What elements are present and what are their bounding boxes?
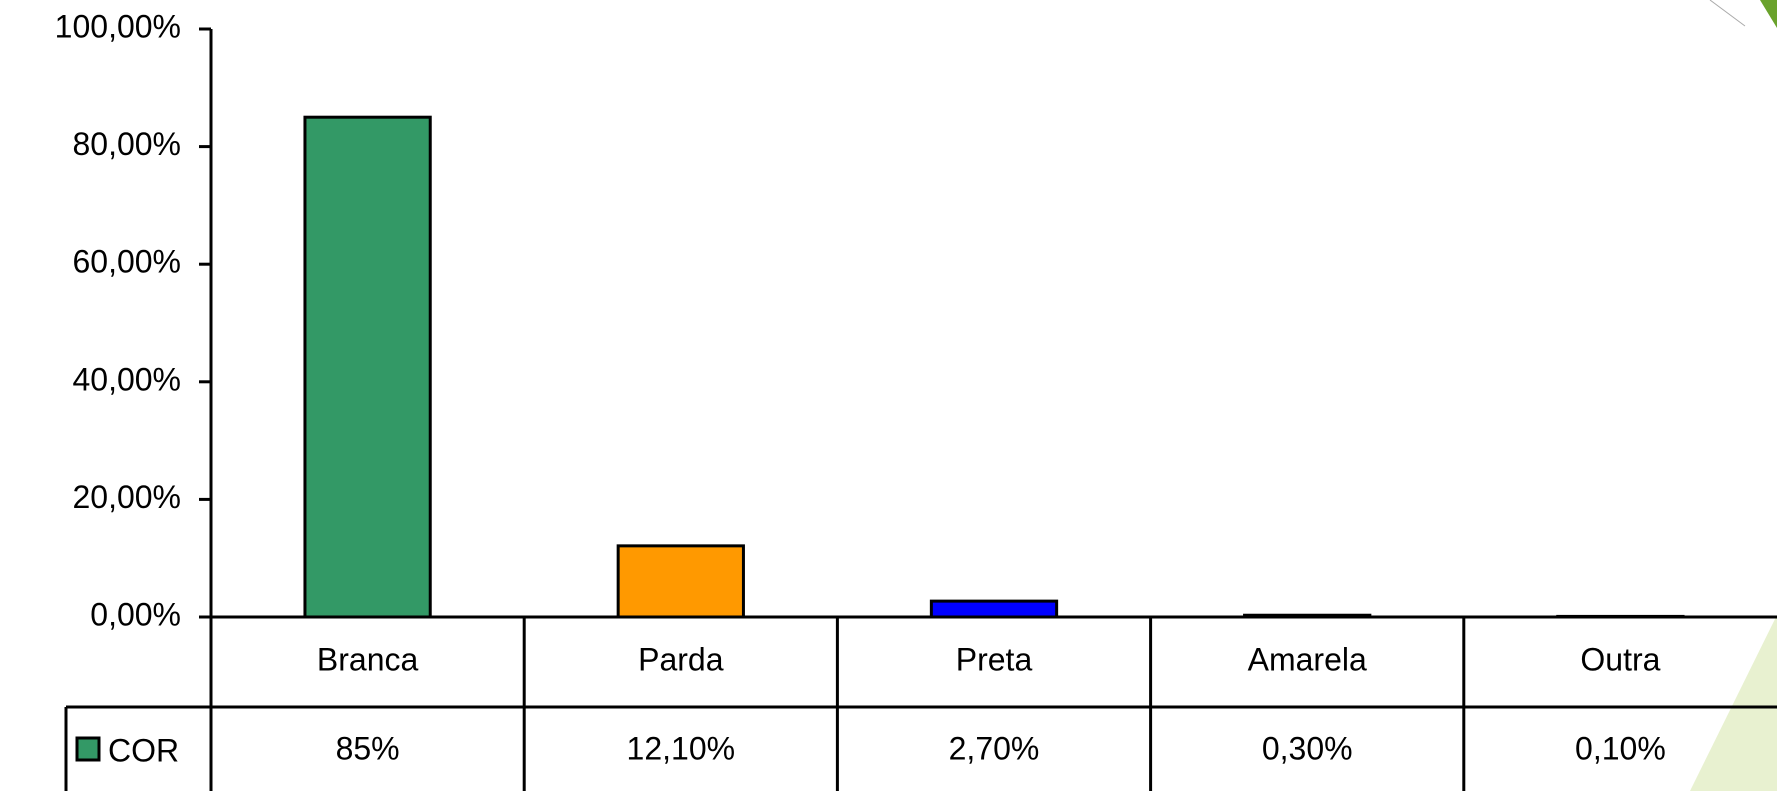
x-tick-label: Outra: [1580, 641, 1660, 677]
legend-label: COR: [108, 732, 179, 768]
y-tick-label: 20,00%: [72, 479, 181, 515]
value-label: 85%: [336, 730, 400, 766]
value-label: 12,10%: [627, 730, 736, 766]
value-label: 0,10%: [1575, 730, 1666, 766]
x-tick-label: Preta: [956, 641, 1033, 677]
bar: [303, 115, 432, 619]
y-tick-label: 0,00%: [90, 596, 181, 632]
decoration: [1760, 0, 1777, 28]
value-label: 2,70%: [949, 730, 1040, 766]
x-tick-label: Parda: [638, 641, 724, 677]
bar: [929, 599, 1059, 619]
bar: [616, 544, 745, 619]
decoration: [1690, 615, 1777, 791]
legend-swatch: [75, 736, 101, 762]
y-tick-label: 100,00%: [55, 8, 181, 44]
x-tick-label: Branca: [317, 641, 419, 677]
y-tick-label: 80,00%: [72, 126, 181, 162]
x-tick-label: Amarela: [1248, 641, 1367, 677]
value-label: 0,30%: [1262, 730, 1353, 766]
y-tick-label: 40,00%: [72, 361, 181, 397]
decoration: [1709, 0, 1746, 27]
y-tick-label: 60,00%: [72, 244, 181, 280]
